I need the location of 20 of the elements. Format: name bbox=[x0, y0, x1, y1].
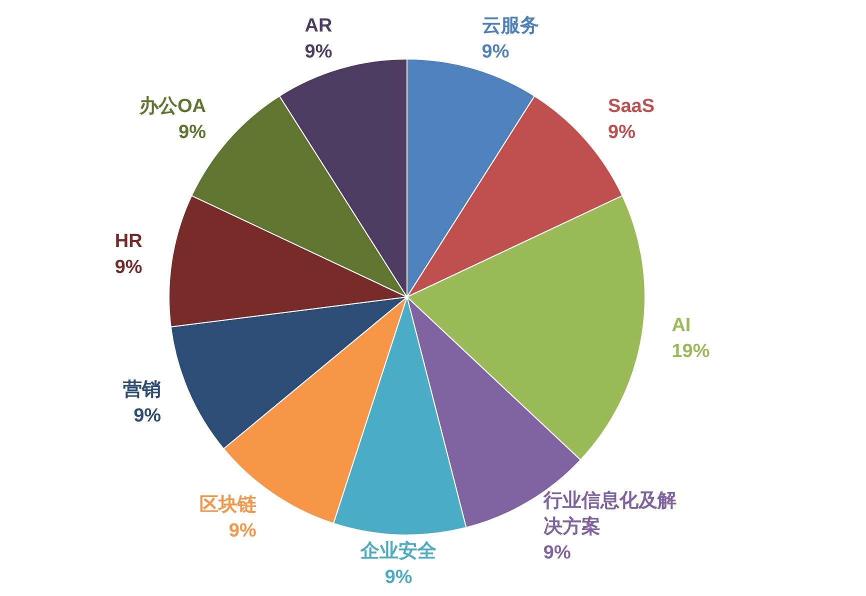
slice-label: HR bbox=[114, 231, 143, 252]
slice-label: 办公OA bbox=[138, 94, 206, 117]
slice-label: SaaS bbox=[608, 96, 655, 117]
data-label: 9% bbox=[384, 566, 412, 588]
slice-label: 企业安全 bbox=[360, 540, 438, 562]
slice-label: AR bbox=[304, 16, 332, 37]
data-label: 9% bbox=[304, 42, 332, 63]
slice-label: 区块链 bbox=[199, 494, 258, 516]
slice-label: 行业信息化及解决方案 bbox=[542, 490, 676, 538]
data-label: 9% bbox=[543, 542, 571, 564]
data-label: 9% bbox=[134, 405, 162, 426]
data-label: 9% bbox=[114, 257, 142, 278]
slice-label: AI bbox=[672, 314, 691, 336]
data-label: 9% bbox=[178, 122, 206, 143]
data-label: 19% bbox=[672, 340, 710, 362]
data-label: 9% bbox=[228, 520, 256, 542]
data-label: 9% bbox=[608, 122, 636, 143]
slice-label: 云服务 bbox=[482, 16, 539, 37]
data-label: 9% bbox=[482, 42, 510, 63]
slice-label: 营销 bbox=[122, 378, 162, 400]
